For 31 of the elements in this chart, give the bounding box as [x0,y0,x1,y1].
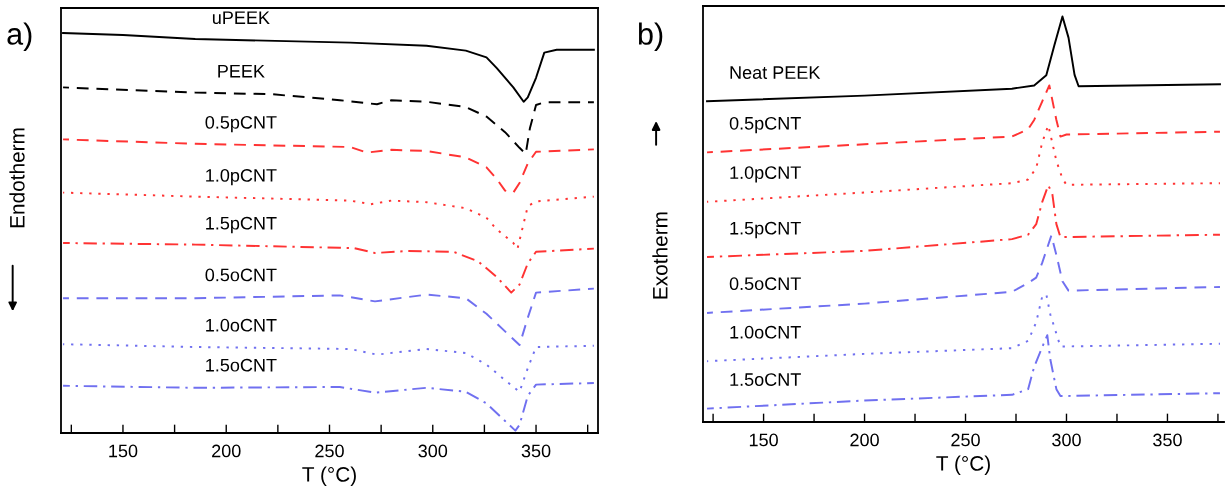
x-tick-label: 350 [1153,433,1182,447]
x-tick-label: 200 [850,433,879,447]
y-axis-title: Exotherm [652,212,668,299]
series-label: uPEEK [212,11,270,25]
chart-title: b) [638,22,663,51]
x-tick-label: 150 [749,433,778,447]
series-label: 1.0oCNT [206,318,277,332]
x-tick-label: 350 [521,444,551,458]
series-label: 0.5pCNT [205,115,277,133]
x-tick-label: 300 [418,444,448,458]
series-label: 1.0pCNT [730,166,801,183]
series-label: 1.5oCNT [730,373,801,386]
y-axis-title: Endotherm [9,128,25,228]
x-tick-label: 300 [1052,433,1081,447]
series-label: 0.5oCNT [205,268,277,282]
series-label: 1.0pCNT [206,169,277,186]
x-tick-label: 250 [951,433,980,447]
series-label: 1.0oCNT [730,325,801,339]
series-label: Neat PEEK [730,66,821,79]
x-axis-title: T (°C) [302,466,356,486]
series-label: 1.5pCNT [206,216,277,234]
x-axis-title: T (°C) [936,455,990,475]
x-tick-label: 250 [315,444,344,458]
series-label: 1.5pCNT [730,221,801,239]
series-label: 0.5oCNT [729,277,801,291]
x-tick-label: 200 [212,444,241,458]
x-tick-label: 150 [109,444,138,458]
series-label: 1.5oCNT [206,358,277,372]
series-label: PEEK [218,64,265,78]
series-label: 0.5pCNT [729,116,801,134]
chart-title: a) [7,22,32,51]
